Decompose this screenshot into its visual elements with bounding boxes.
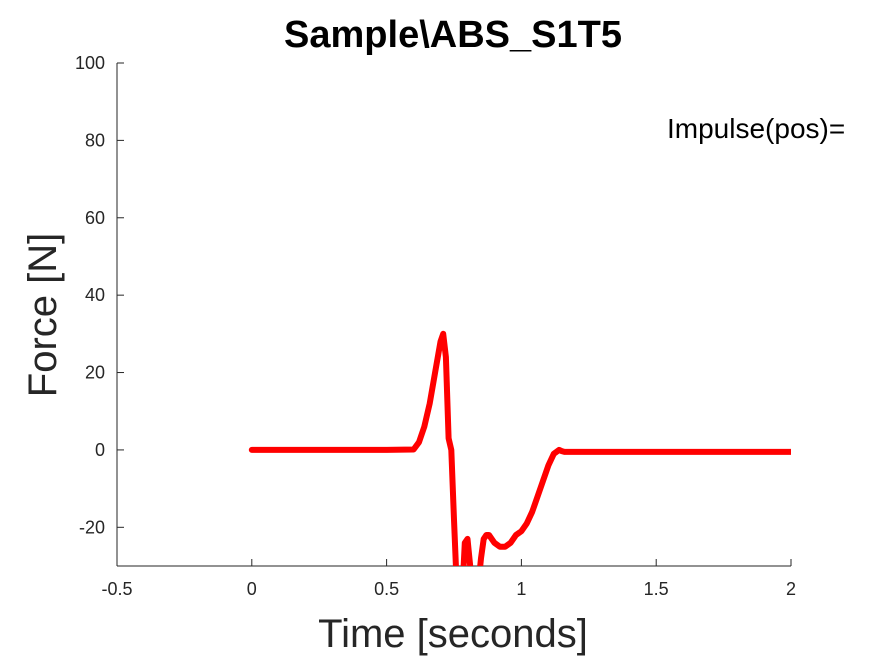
x-tick-label: 1 bbox=[516, 579, 526, 599]
axis-ticks: -0.5 0 0.5 1 1.5 2 -20 0 20 40 60 80 100 bbox=[75, 53, 796, 599]
y-tick-label: 40 bbox=[85, 285, 105, 305]
x-axis-label: Time [seconds] bbox=[318, 612, 588, 656]
y-axis-label: Force [N] bbox=[21, 233, 65, 397]
chart-title: Sample\ABS_S1T5 bbox=[284, 14, 622, 56]
x-tick-label: -0.5 bbox=[101, 579, 132, 599]
x-tick-label: 2 bbox=[786, 579, 796, 599]
impulse-annotation: Impulse(pos)= bbox=[667, 113, 845, 144]
y-tick-label: 20 bbox=[85, 363, 105, 383]
y-tick-label: 100 bbox=[75, 53, 105, 73]
y-tick-label: 0 bbox=[95, 440, 105, 460]
x-tick-label: 0 bbox=[247, 579, 257, 599]
x-tick-label: 1.5 bbox=[644, 579, 669, 599]
y-tick-label: 60 bbox=[85, 208, 105, 228]
y-tick-label: -20 bbox=[79, 517, 105, 537]
y-tick-label: 80 bbox=[85, 130, 105, 150]
x-tick-label: 0.5 bbox=[374, 579, 399, 599]
series-line-force bbox=[248, 330, 791, 566]
